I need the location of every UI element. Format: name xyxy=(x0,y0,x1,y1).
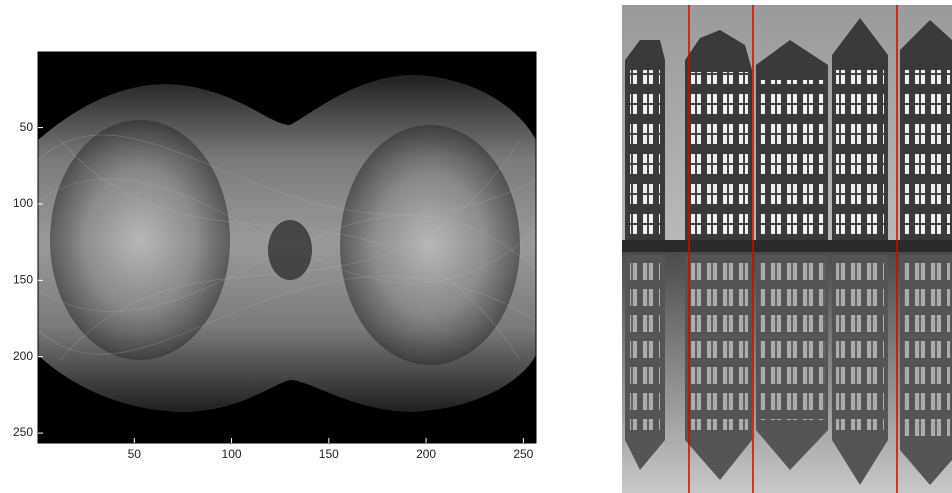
y-tick-label: 200 xyxy=(13,349,33,363)
x-tick-label: 150 xyxy=(319,447,339,461)
x-tick-label: 50 xyxy=(128,447,142,461)
buildings-photo xyxy=(622,5,952,493)
sinogram-glow xyxy=(340,125,520,365)
y-tick-label: 150 xyxy=(13,273,33,287)
x-tick-label: 100 xyxy=(222,447,242,461)
sinogram-plot xyxy=(38,52,536,443)
sinogram-glow xyxy=(50,120,230,360)
x-tick-label: 200 xyxy=(416,447,436,461)
y-tick-label: 100 xyxy=(13,196,33,210)
y-tick-label: 250 xyxy=(13,425,33,439)
y-tick-label: 50 xyxy=(20,120,34,134)
x-tick-label: 250 xyxy=(513,447,533,461)
figure: 50 100 150 200 250 50 100 150 200 250 xyxy=(0,0,952,493)
sinogram-center xyxy=(268,220,312,280)
